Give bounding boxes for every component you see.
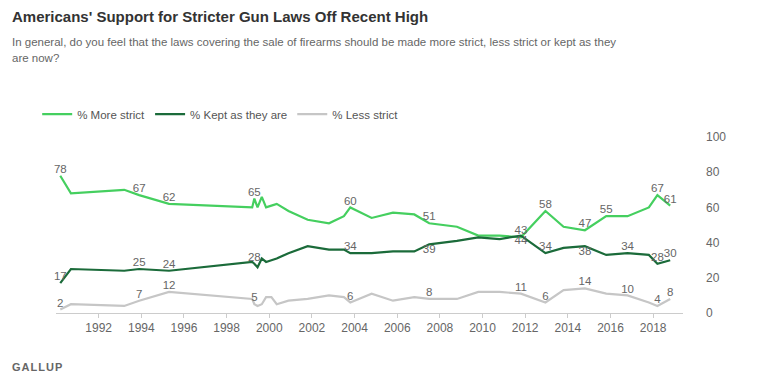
svg-text:% Less strict: % Less strict [332, 109, 398, 121]
svg-text:20: 20 [706, 271, 720, 285]
svg-text:4: 4 [654, 293, 661, 305]
svg-text:6: 6 [347, 290, 353, 302]
svg-text:60: 60 [706, 201, 720, 215]
svg-text:2016: 2016 [597, 321, 624, 335]
svg-text:2014: 2014 [554, 321, 581, 335]
svg-text:5: 5 [251, 291, 257, 303]
svg-text:38: 38 [579, 245, 592, 257]
svg-text:1994: 1994 [128, 321, 155, 335]
svg-text:17: 17 [54, 270, 67, 282]
svg-text:2012: 2012 [512, 321, 539, 335]
svg-text:14: 14 [579, 275, 592, 287]
svg-text:% More strict: % More strict [77, 109, 145, 121]
svg-text:24: 24 [163, 258, 176, 270]
html-text:In general, do you feel that t: In general, do you feel that the laws co… [12, 36, 616, 64]
svg-text:40: 40 [706, 236, 720, 250]
svg-text:2: 2 [57, 297, 63, 309]
svg-text:25: 25 [133, 256, 146, 268]
svg-text:0: 0 [706, 306, 713, 320]
svg-text:8: 8 [667, 286, 673, 298]
svg-text:60: 60 [344, 195, 357, 207]
svg-text:43: 43 [515, 224, 528, 236]
html-text:Americans' Support for Stricte: Americans' Support for Stricter Gun Laws… [12, 8, 429, 25]
svg-text:6: 6 [542, 290, 548, 302]
svg-text:67: 67 [651, 182, 664, 194]
svg-text:2004: 2004 [341, 321, 368, 335]
svg-text:2008: 2008 [427, 321, 454, 335]
svg-text:47: 47 [579, 217, 592, 229]
svg-text:80: 80 [706, 165, 720, 179]
svg-text:30: 30 [664, 247, 677, 259]
svg-text:1996: 1996 [171, 321, 198, 335]
svg-text:8: 8 [426, 286, 432, 298]
svg-text:2010: 2010 [469, 321, 496, 335]
svg-text:34: 34 [344, 240, 357, 252]
svg-text:2002: 2002 [299, 321, 326, 335]
svg-text:10: 10 [621, 283, 634, 295]
svg-text:58: 58 [539, 198, 552, 210]
svg-text:2000: 2000 [256, 321, 283, 335]
svg-text:51: 51 [423, 210, 436, 222]
svg-text:34: 34 [621, 240, 634, 252]
svg-text:55: 55 [600, 203, 613, 215]
svg-text:28: 28 [248, 251, 261, 263]
svg-text:11: 11 [515, 281, 527, 293]
svg-text:2018: 2018 [640, 321, 667, 335]
svg-text:1992: 1992 [85, 321, 112, 335]
svg-text:61: 61 [664, 193, 677, 205]
svg-text:1998: 1998 [213, 321, 240, 335]
svg-text:44: 44 [515, 234, 528, 246]
html-text:GALLUP: GALLUP [12, 361, 64, 373]
svg-text:28: 28 [651, 251, 664, 263]
svg-text:34: 34 [539, 240, 552, 252]
svg-text:39: 39 [423, 243, 436, 255]
svg-text:67: 67 [133, 182, 146, 194]
svg-text:12: 12 [163, 279, 176, 291]
svg-text:2006: 2006 [384, 321, 411, 335]
svg-text:100: 100 [706, 130, 726, 144]
svg-text:% Kept as they are: % Kept as they are [190, 109, 287, 121]
svg-text:7: 7 [136, 288, 142, 300]
svg-text:62: 62 [163, 191, 176, 203]
svg-text:78: 78 [54, 163, 67, 175]
svg-text:65: 65 [248, 186, 261, 198]
